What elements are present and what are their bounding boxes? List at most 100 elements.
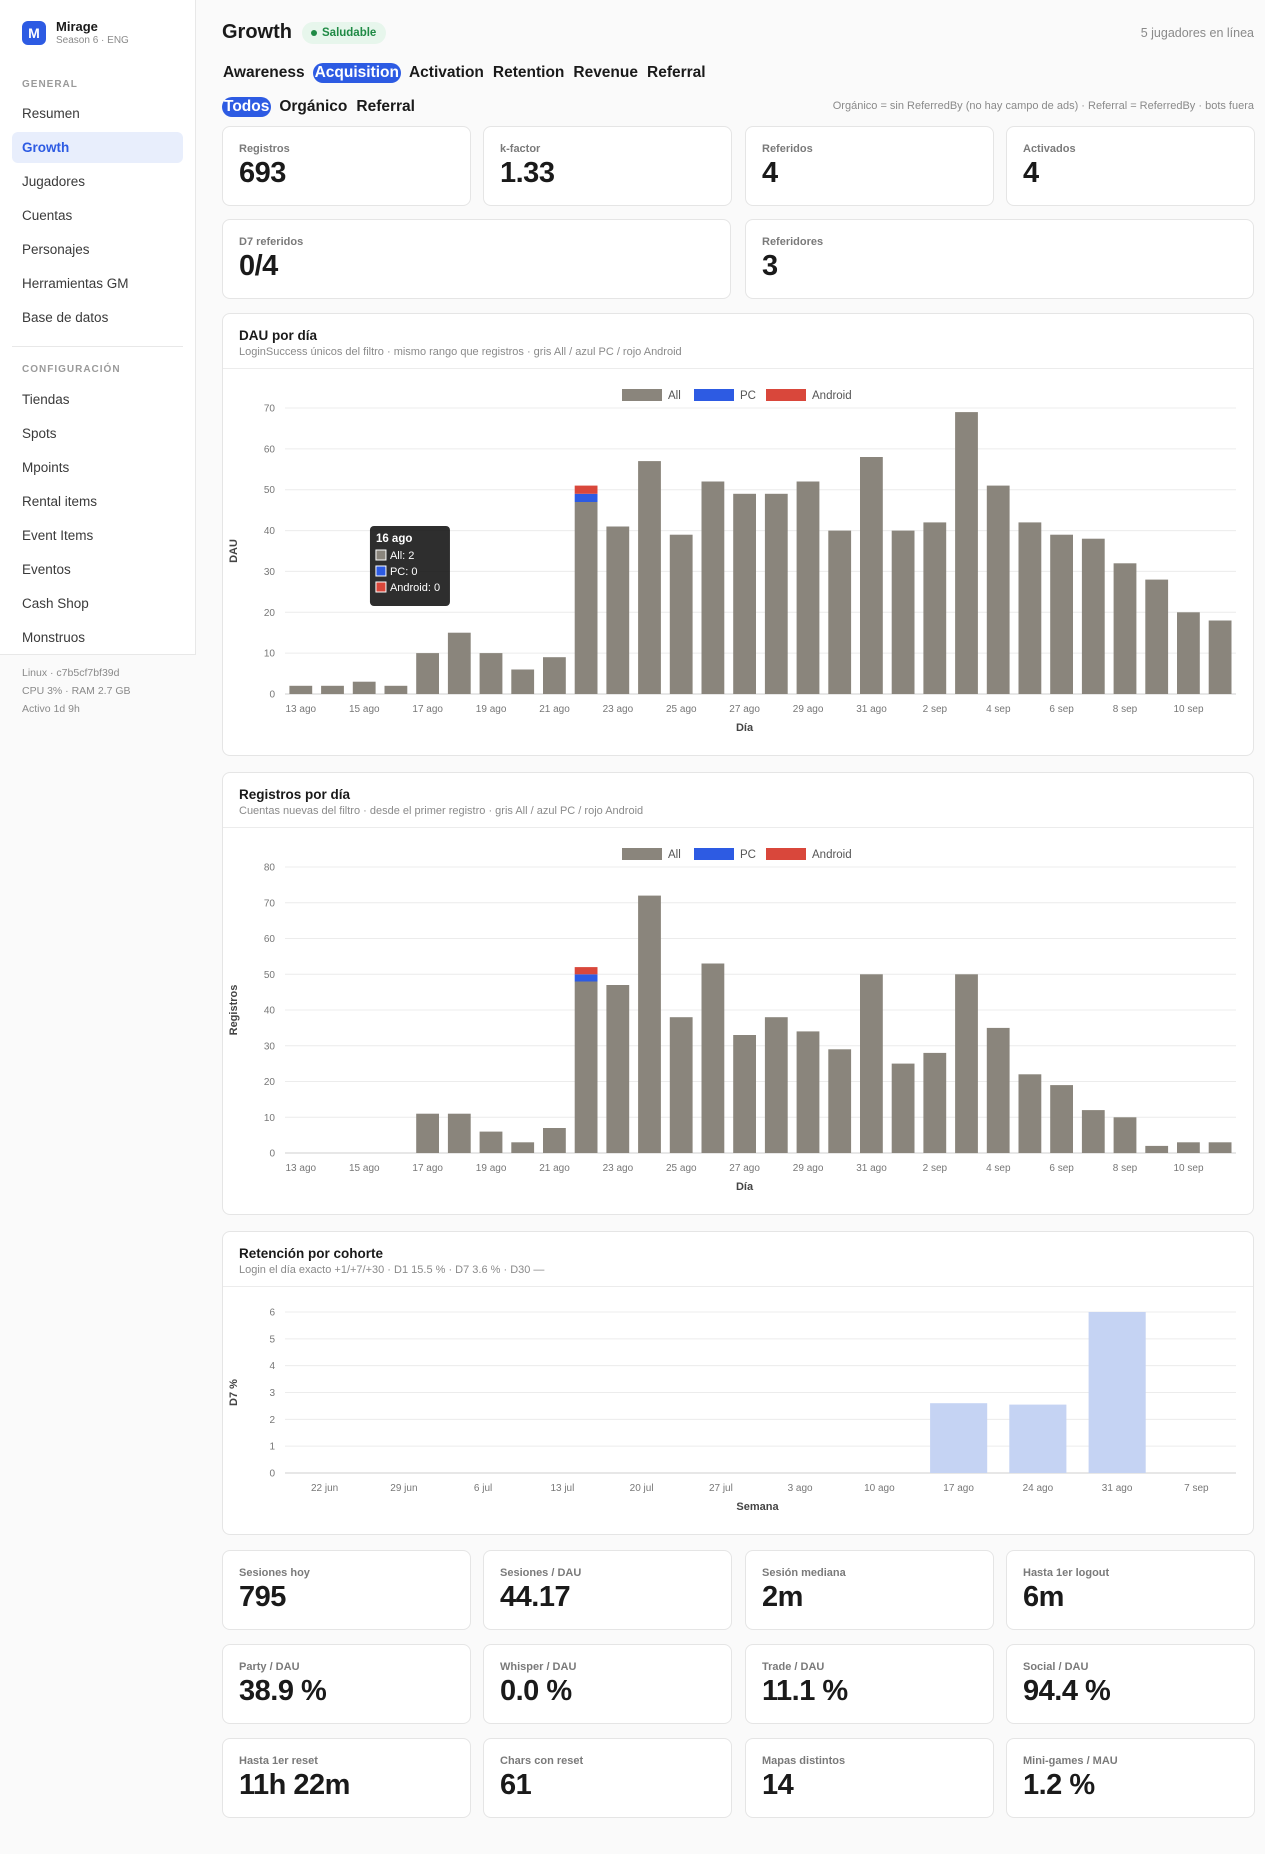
sidebar-item-cuentas[interactable]: Cuentas bbox=[22, 208, 73, 223]
bar-all-26-ago[interactable] bbox=[701, 481, 725, 695]
bar-all-13-ago[interactable] bbox=[289, 685, 313, 694]
bar-all-4-sep[interactable] bbox=[986, 485, 1010, 694]
sidebar-item-base-de-datos[interactable]: Base de datos bbox=[22, 310, 109, 325]
bar-all-25-ago[interactable] bbox=[669, 534, 693, 694]
sidebar-item-herramientas-gm[interactable]: Herramientas GM bbox=[22, 276, 129, 291]
bar-all-22-ago[interactable] bbox=[574, 981, 598, 1153]
x-tick-label: 13 jul bbox=[550, 1483, 574, 1494]
bar-all-30-ago[interactable] bbox=[828, 530, 852, 694]
bar-all-9-sep[interactable] bbox=[1145, 1145, 1169, 1153]
bar-all-20-ago[interactable] bbox=[511, 669, 535, 695]
bar-cohort-31-ago[interactable] bbox=[1088, 1312, 1146, 1473]
bar-all-25-ago[interactable] bbox=[669, 1017, 693, 1153]
brand[interactable]: M Mirage Season 6 · ENG bbox=[22, 19, 129, 46]
filter-todos[interactable]: Todos bbox=[222, 97, 272, 117]
tab-revenue[interactable]: Revenue bbox=[573, 64, 638, 81]
sidebar-item-cash-shop[interactable]: Cash Shop bbox=[22, 596, 89, 611]
kpi-card-d7-referidos: D7 referidos 0/4 bbox=[222, 219, 731, 299]
bar-pc-22-ago[interactable] bbox=[574, 974, 598, 982]
bar-all-27-ago[interactable] bbox=[733, 1035, 756, 1153]
bar-all-8-sep[interactable] bbox=[1113, 1117, 1137, 1154]
bar-all-18-ago[interactable] bbox=[447, 632, 471, 694]
bar-all-5-sep[interactable] bbox=[1018, 1074, 1042, 1153]
bar-all-10-sep[interactable] bbox=[1177, 1142, 1200, 1153]
dau-chart-card: DAU por día LoginSuccess únicos del filt… bbox=[222, 313, 1254, 756]
bar-all-1-sep[interactable] bbox=[891, 530, 915, 694]
sidebar-item-rental-items[interactable]: Rental items bbox=[22, 494, 98, 509]
bar-all-17-ago[interactable] bbox=[416, 653, 439, 694]
bar-all-7-sep[interactable] bbox=[1081, 538, 1105, 694]
bar-all-29-ago[interactable] bbox=[796, 1031, 820, 1153]
bar-android-22-ago[interactable] bbox=[574, 967, 598, 975]
bar-all-2-sep[interactable] bbox=[923, 1052, 947, 1153]
bar-android-22-ago[interactable] bbox=[574, 485, 598, 494]
bar-all-23-ago[interactable] bbox=[606, 526, 630, 695]
bar-all-24-ago[interactable] bbox=[638, 461, 661, 694]
bar-all-15-ago[interactable] bbox=[352, 681, 376, 694]
bar-all-11-sep[interactable] bbox=[1208, 620, 1232, 695]
bar-all-7-sep[interactable] bbox=[1081, 1110, 1105, 1153]
bar-all-26-ago[interactable] bbox=[701, 963, 725, 1154]
bar-all-18-ago[interactable] bbox=[447, 1113, 471, 1153]
x-axis-label: Día bbox=[736, 722, 754, 734]
bar-all-31-ago[interactable] bbox=[860, 974, 883, 1154]
y-tick-label: 40 bbox=[264, 526, 276, 537]
bar-all-19-ago[interactable] bbox=[479, 1131, 503, 1153]
sidebar-item-eventos[interactable]: Eventos bbox=[22, 562, 71, 577]
bar-all-2-sep[interactable] bbox=[923, 522, 947, 694]
sidebar-item-monstruos[interactable]: Monstruos bbox=[22, 630, 86, 645]
bar-all-31-ago[interactable] bbox=[860, 457, 883, 694]
bar-all-28-ago[interactable] bbox=[764, 1017, 788, 1153]
sidebar-item-resumen[interactable]: Resumen bbox=[22, 106, 80, 121]
bar-all-28-ago[interactable] bbox=[764, 493, 788, 694]
bar-all-3-sep[interactable] bbox=[955, 974, 978, 1154]
bar-all-17-ago[interactable] bbox=[416, 1113, 439, 1153]
x-tick-label: 10 ago bbox=[864, 1483, 895, 1494]
bar-all-16-ago[interactable] bbox=[384, 685, 408, 694]
x-tick-label: 7 sep bbox=[1184, 1483, 1209, 1494]
filter-referral[interactable]: Referral bbox=[356, 98, 415, 115]
bar-all-6-sep[interactable] bbox=[1050, 1085, 1073, 1153]
bar-all-21-ago[interactable] bbox=[543, 657, 566, 694]
sidebar-item-jugadores[interactable]: Jugadores bbox=[22, 174, 86, 189]
y-tick-label: 5 bbox=[269, 1334, 275, 1345]
bar-all-3-sep[interactable] bbox=[955, 412, 978, 694]
bar-pc-22-ago[interactable] bbox=[574, 493, 598, 502]
tab-referral[interactable]: Referral bbox=[647, 64, 706, 81]
tab-activation[interactable]: Activation bbox=[408, 64, 484, 81]
online-players: 5 jugadores en línea bbox=[1140, 26, 1254, 40]
sidebar-item-personajes[interactable]: Personajes bbox=[22, 242, 90, 257]
sidebar-item-mpoints[interactable]: Mpoints bbox=[22, 460, 70, 475]
bar-all-30-ago[interactable] bbox=[828, 1049, 852, 1153]
bar-all-23-ago[interactable] bbox=[606, 985, 630, 1153]
bar-all-27-ago[interactable] bbox=[733, 493, 756, 694]
sidebar-item-event-items[interactable]: Event Items bbox=[22, 528, 94, 543]
bar-all-29-ago[interactable] bbox=[796, 481, 820, 695]
bar-all-9-sep[interactable] bbox=[1145, 579, 1169, 694]
sidebar-item-tiendas[interactable]: Tiendas bbox=[22, 392, 70, 407]
bar-all-14-ago[interactable] bbox=[321, 685, 344, 694]
bar-all-19-ago[interactable] bbox=[479, 653, 503, 694]
bar-cohort-17-ago[interactable] bbox=[930, 1403, 988, 1473]
bar-all-6-sep[interactable] bbox=[1050, 534, 1073, 694]
kpi-card-mini-games-mau: Mini-games / MAU 1.2 % bbox=[1006, 1738, 1255, 1818]
y-tick-label: 10 bbox=[264, 1113, 276, 1124]
bar-all-21-ago[interactable] bbox=[543, 1128, 566, 1153]
sidebar-item-spots[interactable]: Spots bbox=[22, 426, 57, 441]
bar-all-5-sep[interactable] bbox=[1018, 522, 1042, 694]
tab-awareness[interactable]: Awareness bbox=[223, 64, 305, 81]
bar-all-10-sep[interactable] bbox=[1177, 612, 1200, 694]
bar-cohort-24-ago[interactable] bbox=[1009, 1404, 1067, 1473]
bar-all-24-ago[interactable] bbox=[638, 895, 661, 1153]
bar-all-11-sep[interactable] bbox=[1208, 1142, 1232, 1153]
sidebar-item-growth[interactable]: Growth bbox=[12, 132, 183, 163]
filter-organico[interactable]: Orgánico bbox=[279, 98, 348, 115]
y-tick-label: 1 bbox=[269, 1442, 275, 1453]
bar-all-4-sep[interactable] bbox=[986, 1027, 1010, 1153]
bar-all-8-sep[interactable] bbox=[1113, 563, 1137, 694]
tab-acquisition[interactable]: Acquisition bbox=[312, 63, 401, 83]
bar-all-1-sep[interactable] bbox=[891, 1063, 915, 1153]
tab-retention[interactable]: Retention bbox=[492, 64, 565, 81]
bar-all-20-ago[interactable] bbox=[511, 1142, 535, 1153]
bar-all-22-ago[interactable] bbox=[574, 502, 598, 694]
